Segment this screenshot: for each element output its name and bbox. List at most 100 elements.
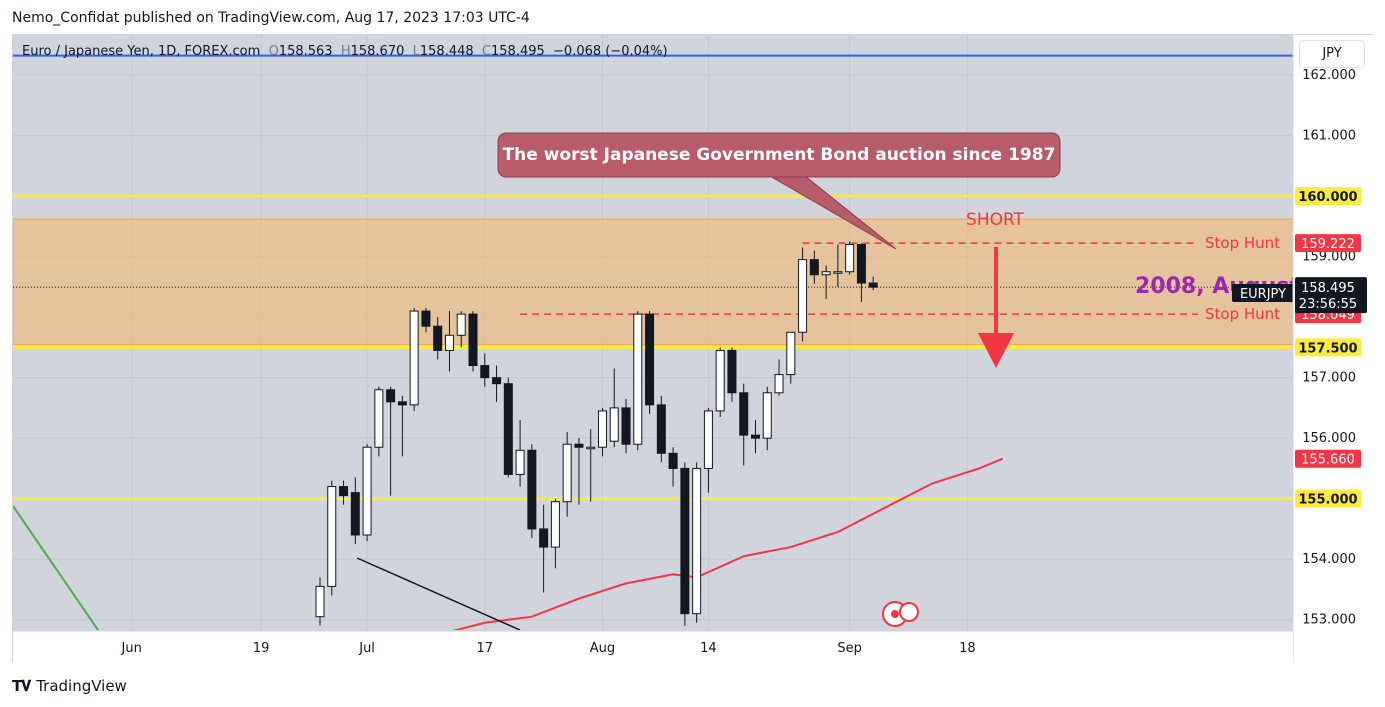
candle-body	[386, 389, 396, 403]
candle-body	[515, 449, 525, 475]
candle-body	[468, 313, 478, 367]
candle-body	[633, 313, 643, 445]
candle-body	[586, 446, 596, 450]
candle-body	[492, 377, 502, 385]
legend-symbol: Euro / Japanese Yen, 1D, FOREX.com	[22, 44, 261, 59]
callout-text: The worst Japanese Government Bond aucti…	[503, 145, 1056, 165]
candle-body	[668, 452, 678, 469]
candle-body	[856, 244, 866, 284]
candle-body	[609, 407, 619, 442]
candle-body	[727, 349, 737, 394]
footer-brand: TradingView	[36, 677, 127, 695]
footer: T𝐕 TradingView	[12, 677, 127, 695]
y-tick-label: 159.000	[1302, 250, 1356, 265]
candle-body	[362, 446, 372, 536]
stop-hunt-price-label: 159.222	[1301, 237, 1355, 252]
x-tick-label: Jul	[358, 641, 375, 656]
currency-button[interactable]: JPY	[1299, 40, 1365, 68]
y-tick-label: 154.000	[1302, 552, 1356, 567]
y-tick-label: 162.000	[1302, 68, 1356, 83]
candle-body	[833, 271, 843, 274]
ma-price-label: 155.660	[1301, 453, 1355, 468]
ohlc-legend: Euro / Japanese Yen, 1D, FOREX.com O158.…	[22, 44, 668, 59]
candle-body	[539, 528, 549, 548]
candle-body	[421, 310, 431, 327]
candle-body	[645, 313, 655, 406]
candle-body	[562, 443, 572, 503]
candle-body	[374, 389, 384, 448]
y-tick-label: 161.000	[1302, 129, 1356, 144]
candle-body	[456, 313, 466, 336]
level-price-label: 157.500	[1298, 341, 1357, 356]
candle-body	[503, 383, 513, 475]
candle-body	[868, 282, 878, 288]
candle-body	[798, 259, 808, 333]
legend-low: 158.448	[419, 44, 474, 59]
candle-body	[750, 434, 760, 439]
x-tick-label: 18	[959, 641, 976, 656]
candle-body	[574, 443, 584, 448]
stop-hunt-price-tag	[1295, 234, 1361, 253]
publisher-line: Nemo_Confidat published on TradingView.c…	[12, 10, 530, 26]
legend-close: 158.495	[491, 44, 545, 59]
x-tick-label: Aug	[590, 641, 615, 656]
candle-body	[327, 486, 337, 587]
candle-body	[550, 501, 560, 548]
x-tick-label: Sep	[837, 641, 862, 656]
x-tick-label: 14	[700, 641, 717, 656]
event-marker-dot	[891, 610, 899, 618]
symbol-tag-bg	[1232, 284, 1294, 302]
short-arrow-head	[978, 333, 1014, 368]
candle-body	[739, 392, 749, 436]
moving-average-line	[452, 457, 1004, 630]
candle-body	[821, 271, 831, 276]
last-price-label: 158.495	[1301, 281, 1355, 296]
candle-body	[774, 374, 784, 394]
legend-open: 158.563	[278, 44, 333, 59]
x-tick-label: Jun	[121, 641, 142, 656]
stop-hunt-label: Stop Hunt	[1205, 234, 1280, 252]
candle-body	[845, 244, 855, 273]
price-axis[interactable]: 153.000154.000155.000156.000157.000158.0…	[1292, 35, 1373, 663]
candle-body	[397, 401, 407, 406]
candle-body	[480, 365, 490, 379]
level-price-label: 160.000	[1298, 190, 1357, 205]
candle-body	[762, 392, 772, 439]
candle-body	[656, 404, 666, 454]
y-tick-label: 157.000	[1302, 371, 1356, 386]
candle-body	[350, 492, 360, 536]
black-trend-line	[356, 557, 521, 630]
candle-body	[621, 407, 631, 445]
event-marker-icon-2[interactable]	[899, 602, 919, 622]
candle-body	[339, 486, 349, 497]
candle-body	[433, 325, 443, 351]
candles-layer	[315, 241, 878, 626]
candle-body	[786, 331, 796, 376]
y-tick-label: 156.000	[1302, 431, 1356, 446]
candle-body	[703, 410, 713, 469]
level-price-label: 155.000	[1298, 493, 1357, 508]
tradingview-logo-icon: T𝐕	[12, 677, 31, 695]
candle-body	[527, 449, 537, 530]
candle-body	[315, 585, 325, 618]
x-tick-label: 17	[477, 641, 494, 656]
lines-layer	[13, 457, 1004, 630]
time-axis-background	[13, 631, 1293, 663]
level-price-tag	[1295, 489, 1361, 508]
y-tick-label: 153.000	[1302, 613, 1356, 628]
legend-change: −0.068 (−0.04%)	[553, 44, 668, 59]
legend-close-label: C	[481, 44, 491, 59]
candle-body	[809, 259, 819, 276]
short-label: SHORT	[966, 210, 1025, 230]
x-tick-label: 19	[253, 641, 270, 656]
legend-high-label: H	[340, 44, 351, 59]
legend-high: 158.670	[350, 44, 405, 59]
level-price-tag	[1295, 338, 1361, 357]
candle-body	[692, 467, 702, 615]
legend-low-label: L	[412, 44, 420, 59]
candle-body	[597, 410, 607, 448]
stop-hunt-label: Stop Hunt	[1205, 305, 1280, 323]
ma-price-tag	[1295, 449, 1361, 468]
time-axis[interactable]: 15Jun19Jul17Aug14Sep18	[0, 630, 1293, 663]
